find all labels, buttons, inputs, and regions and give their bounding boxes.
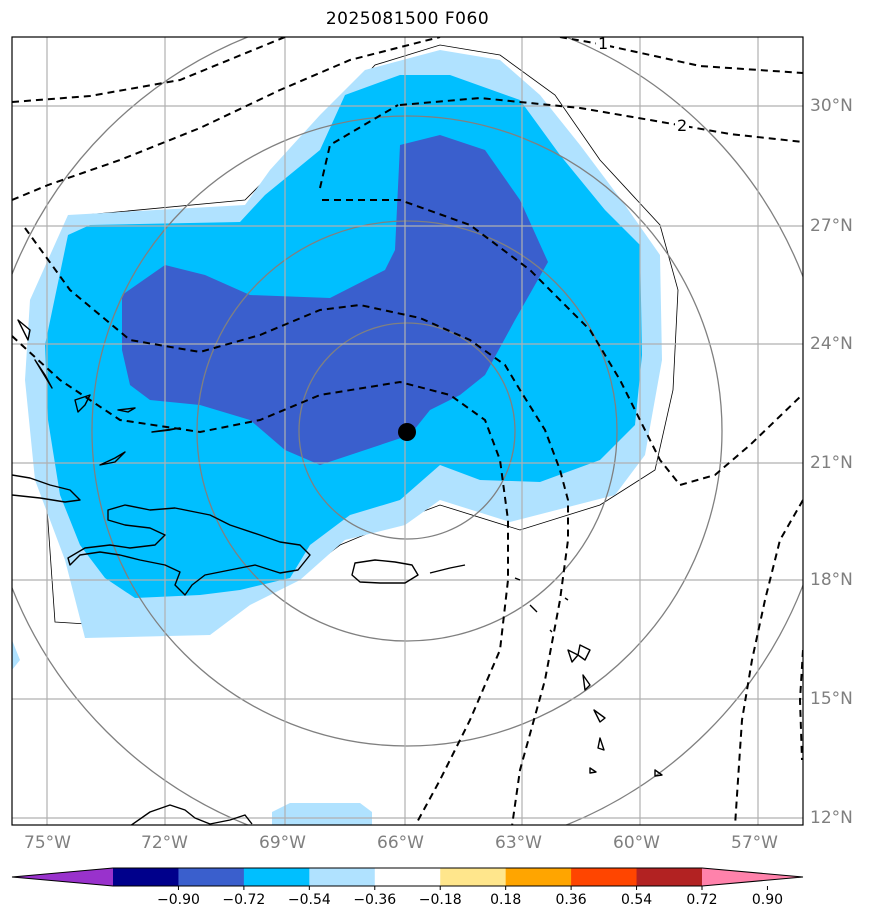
shading-light-blue-edge	[12, 640, 20, 670]
contour-main-upper	[24, 227, 569, 825]
contour-north-1	[12, 37, 286, 103]
lat-label-18n: 18°N	[810, 570, 853, 590]
colorbar-segment	[440, 868, 507, 886]
colorbar-tick-label: 0.18	[490, 892, 522, 908]
coastline-small-island-a	[99, 451, 126, 466]
colorbar-tick-label: −0.54	[287, 892, 331, 908]
coastline-lesser-antilles-7	[589, 767, 597, 774]
contour-main-lower	[12, 335, 509, 825]
coastline-south-america	[130, 804, 253, 825]
contour-north-2-left	[12, 37, 441, 201]
plot-frame	[11, 36, 804, 826]
coastline-lesser-antilles-5	[567, 649, 579, 663]
colorbar-segment	[309, 868, 376, 886]
coastline-lesser-antilles-3	[593, 709, 606, 723]
colorbar-tick-label: 0.72	[686, 892, 718, 908]
lat-label-15n: 15°N	[810, 689, 853, 709]
colorbar-tick-label: −0.36	[353, 892, 397, 908]
contour-far-east-2	[798, 649, 803, 761]
lon-label-75w: 75°W	[24, 833, 71, 853]
contour-label-2: 2	[677, 116, 687, 135]
range-ring-3	[91, 115, 723, 747]
colorbar-tick-label: −0.18	[418, 892, 462, 908]
colorbar-extend-high	[702, 868, 803, 886]
colorbar-extend-low	[12, 868, 113, 886]
shading-light-blue-small	[272, 803, 372, 825]
lat-label-12n: 12°N	[810, 808, 853, 828]
colorbar-segment	[178, 868, 245, 886]
colorbar-tick-label: 0.90	[751, 892, 784, 908]
colorbar-segment	[636, 868, 703, 886]
coastline-cuba-east	[12, 474, 81, 503]
lat-label-27n: 27°N	[810, 216, 853, 236]
lon-label-69w: 69°W	[259, 833, 306, 853]
colorbar-tick-label: 0.54	[620, 892, 653, 908]
contour-north-2-right	[399, 96, 803, 143]
lon-label-66w: 66°W	[377, 833, 424, 853]
lon-label-72w: 72°W	[141, 833, 188, 853]
storm-center-marker	[398, 423, 416, 441]
colorbar-outline	[11, 867, 804, 887]
contour-label-1: 1	[598, 34, 608, 53]
outer-boundary-line	[39, 44, 679, 629]
range-ring-2	[196, 220, 618, 642]
lat-label-21n: 21°N	[810, 453, 853, 473]
lon-label-63w: 63°W	[495, 833, 542, 853]
coastline-lesser-antilles-4	[597, 737, 605, 751]
colorbar-tick-label: −0.72	[222, 892, 266, 908]
coastline-lesser-antilles-1	[577, 644, 591, 661]
lon-label-57w: 57°W	[731, 833, 778, 853]
contour-label-1-bg	[596, 37, 610, 50]
colorbar-tick-label: −0.90	[156, 892, 200, 908]
range-ring-1	[298, 322, 516, 540]
coastline-virgin-islands	[429, 564, 466, 574]
lon-label-60w: 60°W	[613, 833, 660, 853]
coastline-small-island-e	[17, 319, 31, 341]
contour-trough-upper	[319, 104, 399, 189]
colorbar-segment	[571, 868, 638, 886]
contour-label-2-bg	[675, 115, 689, 131]
contour-north-1-right	[559, 37, 803, 74]
colorbar-segment	[113, 868, 179, 886]
coastline-puerto-rico	[351, 559, 419, 584]
coastline-hispaniola	[67, 504, 311, 596]
coastline-small-island-c	[74, 394, 91, 413]
coastline-leeward-islands	[514, 577, 569, 633]
coastline-small-island-f	[34, 359, 53, 389]
colorbar	[11, 867, 804, 890]
lat-label-24n: 24°N	[810, 334, 853, 354]
colorbar-segment	[374, 868, 441, 886]
colorbar-segment	[505, 868, 572, 886]
coastline-lesser-antilles-6	[654, 769, 663, 777]
coastline-small-island-b	[117, 407, 136, 413]
shading-royal-blue	[122, 135, 548, 465]
coastline-lesser-antilles-2	[582, 674, 591, 691]
lat-label-30n: 30°N	[810, 96, 853, 116]
map-title: 2025081500 F060	[325, 9, 490, 29]
colorbar-segment	[243, 868, 310, 886]
colorbar-tick-label: 0.36	[555, 892, 587, 908]
contour-far-east-1	[734, 499, 803, 825]
